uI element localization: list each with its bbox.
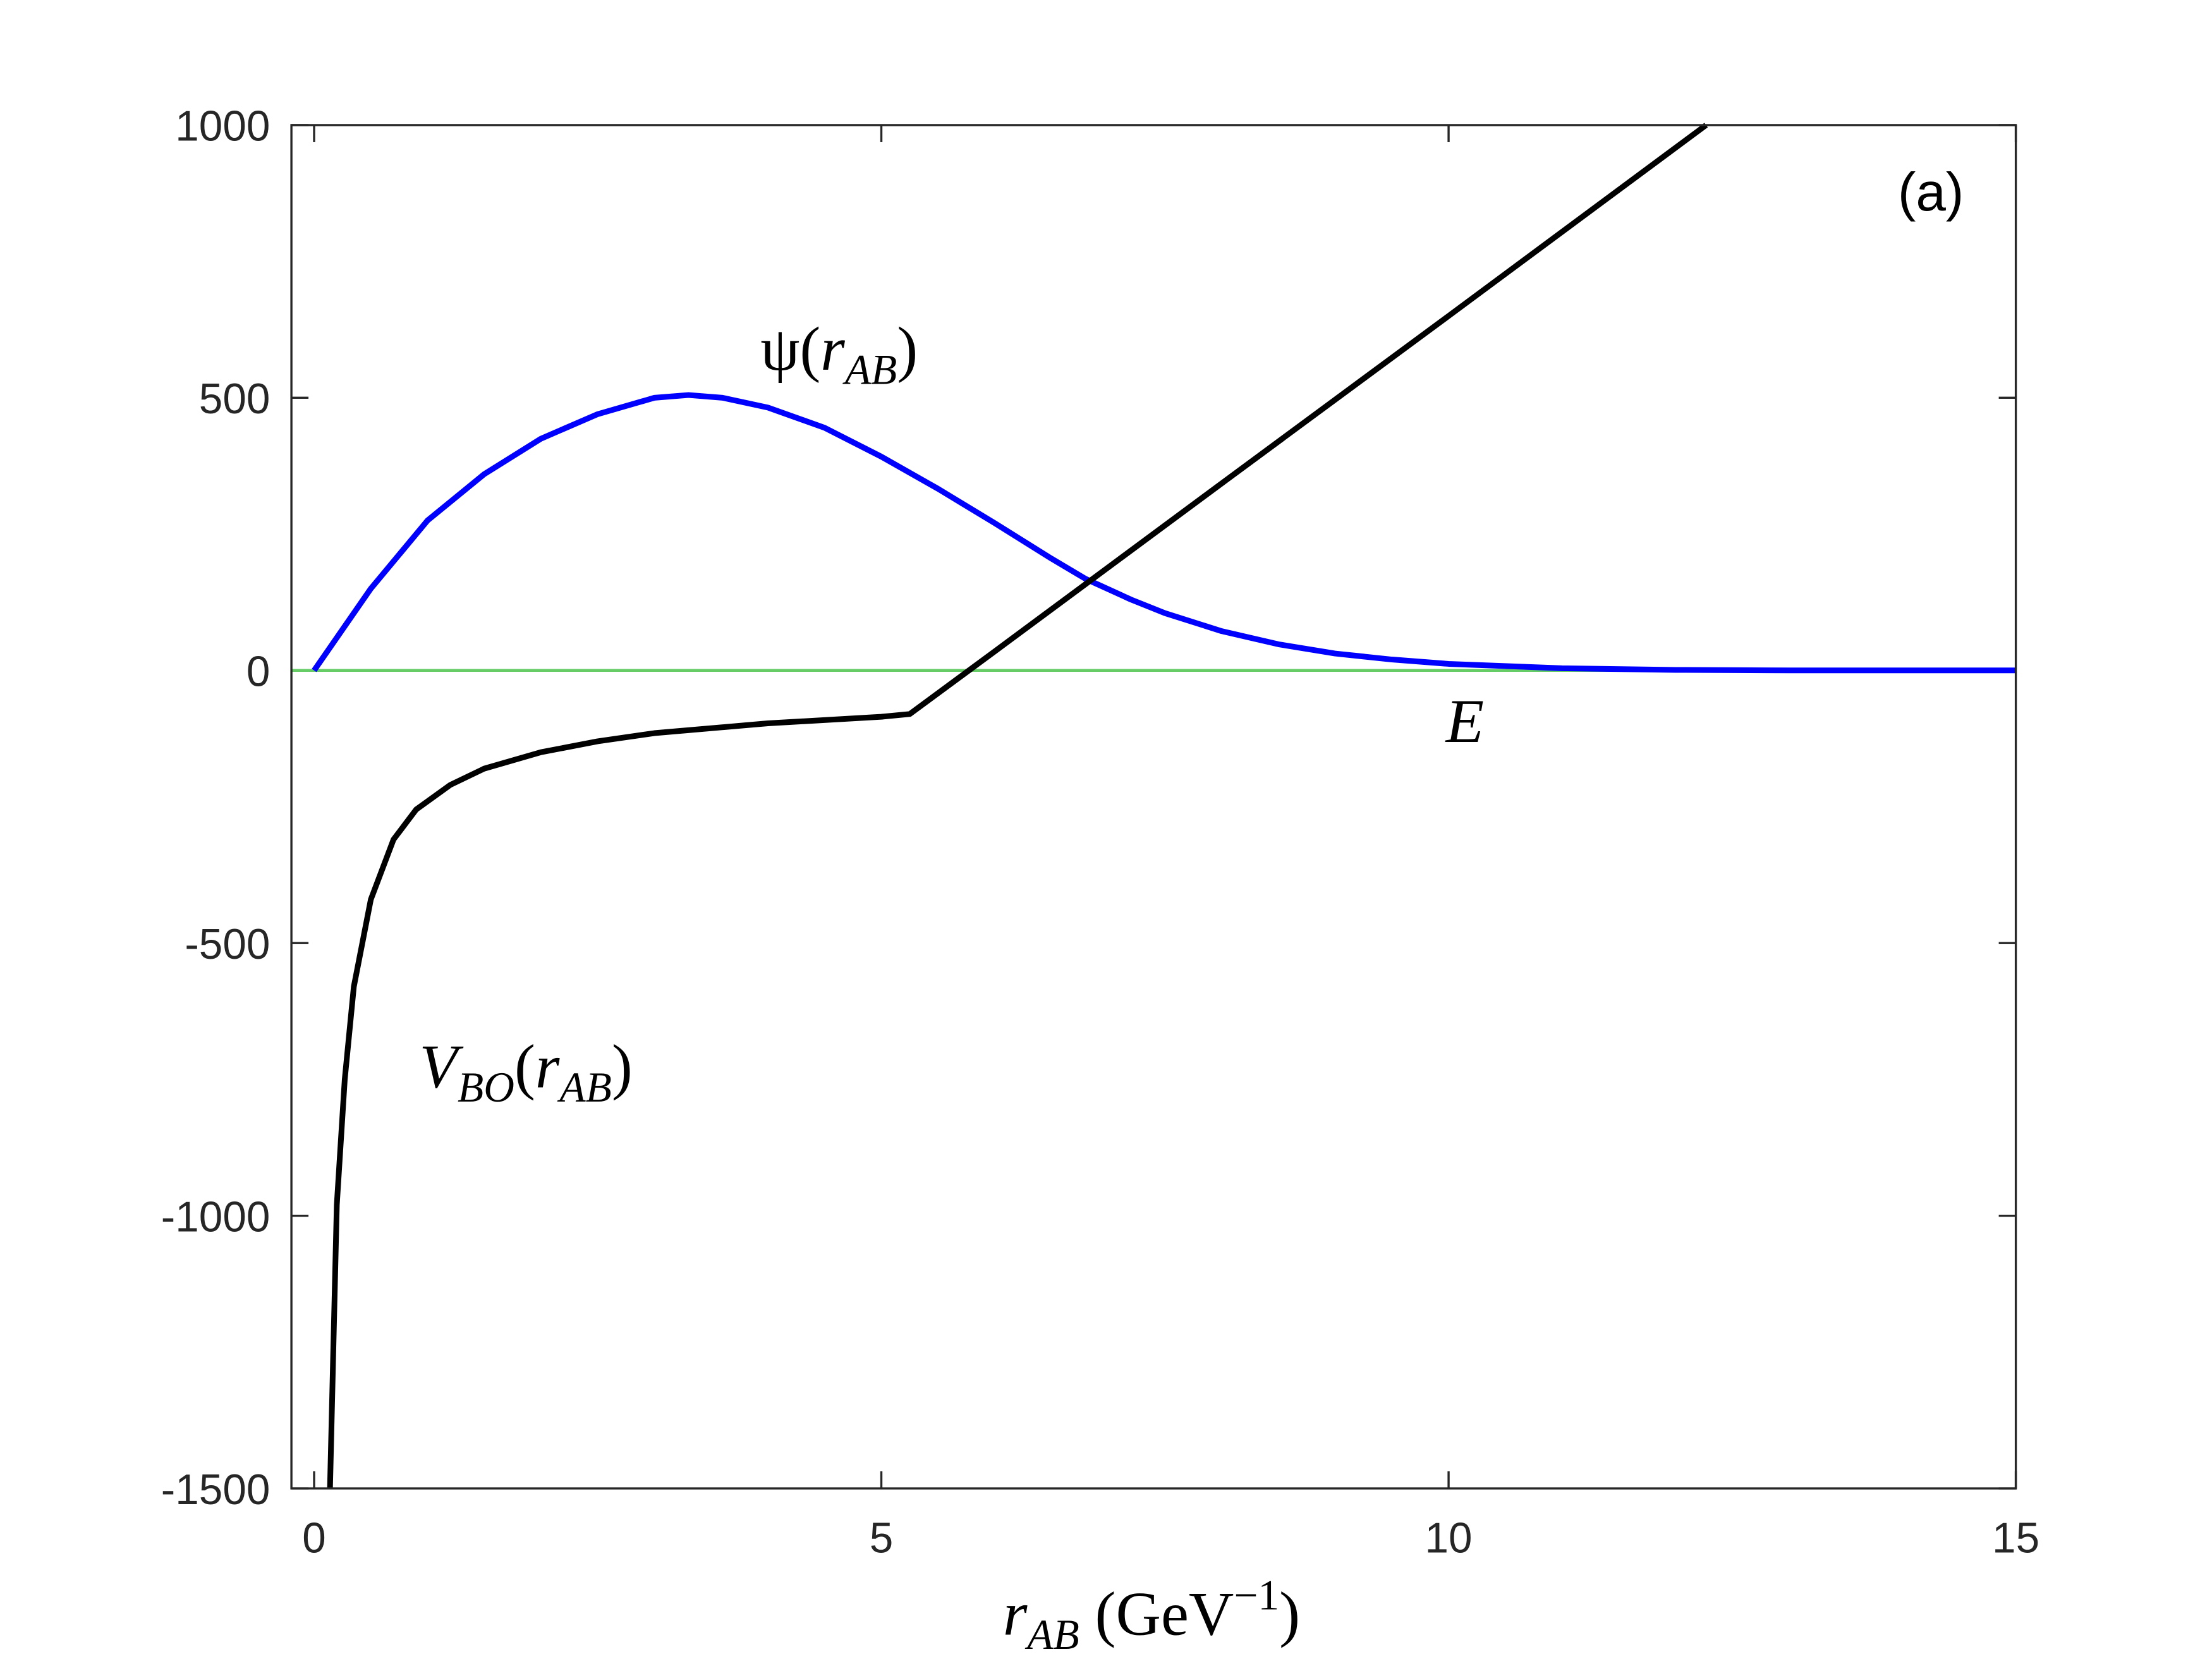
y-tick-label: 1000 xyxy=(175,103,270,150)
x-tick-label: 10 xyxy=(1425,1514,1473,1562)
y-tick-label: -500 xyxy=(185,921,270,968)
label-part: r xyxy=(535,1033,560,1102)
label-part: ) xyxy=(1279,1580,1300,1649)
x-tick-label: 15 xyxy=(1992,1514,2039,1562)
x-axis-label: rAB (GeV−1) xyxy=(1003,1571,1300,1658)
label-part: ψ( xyxy=(760,315,820,384)
label-part: AB xyxy=(842,346,897,393)
label-part: ) xyxy=(897,315,918,384)
label-part: AB xyxy=(1024,1611,1079,1658)
label-part: ( xyxy=(514,1033,535,1102)
x-tick-label: 0 xyxy=(302,1514,326,1562)
y-tick-label: 500 xyxy=(199,375,270,423)
label-part: (a) xyxy=(1898,162,1964,222)
panel-label: (a) xyxy=(1898,162,1964,222)
y-tick-label: -1500 xyxy=(161,1466,270,1514)
label-part: E xyxy=(1445,687,1484,756)
psi-label: ψ(rAB) xyxy=(760,315,918,393)
label-part: V xyxy=(420,1033,464,1102)
energy-label: E xyxy=(1445,687,1484,756)
series-line xyxy=(312,392,2016,674)
label-part: ) xyxy=(612,1033,633,1102)
y-tick-label: -1000 xyxy=(161,1193,270,1241)
label-part: r xyxy=(1003,1580,1028,1649)
potential-label: VBO(rAB) xyxy=(420,1033,633,1111)
series-line xyxy=(327,123,1708,1489)
x-tick-label: 5 xyxy=(870,1514,894,1562)
label-part: −1 xyxy=(1234,1571,1279,1619)
label-part: r xyxy=(820,315,845,384)
label-part: BO xyxy=(458,1064,514,1111)
label-part: AB xyxy=(557,1064,611,1111)
label-part: (GeV xyxy=(1079,1580,1234,1649)
y-tick-label: 0 xyxy=(246,648,270,696)
axes-frame xyxy=(290,124,2017,1490)
